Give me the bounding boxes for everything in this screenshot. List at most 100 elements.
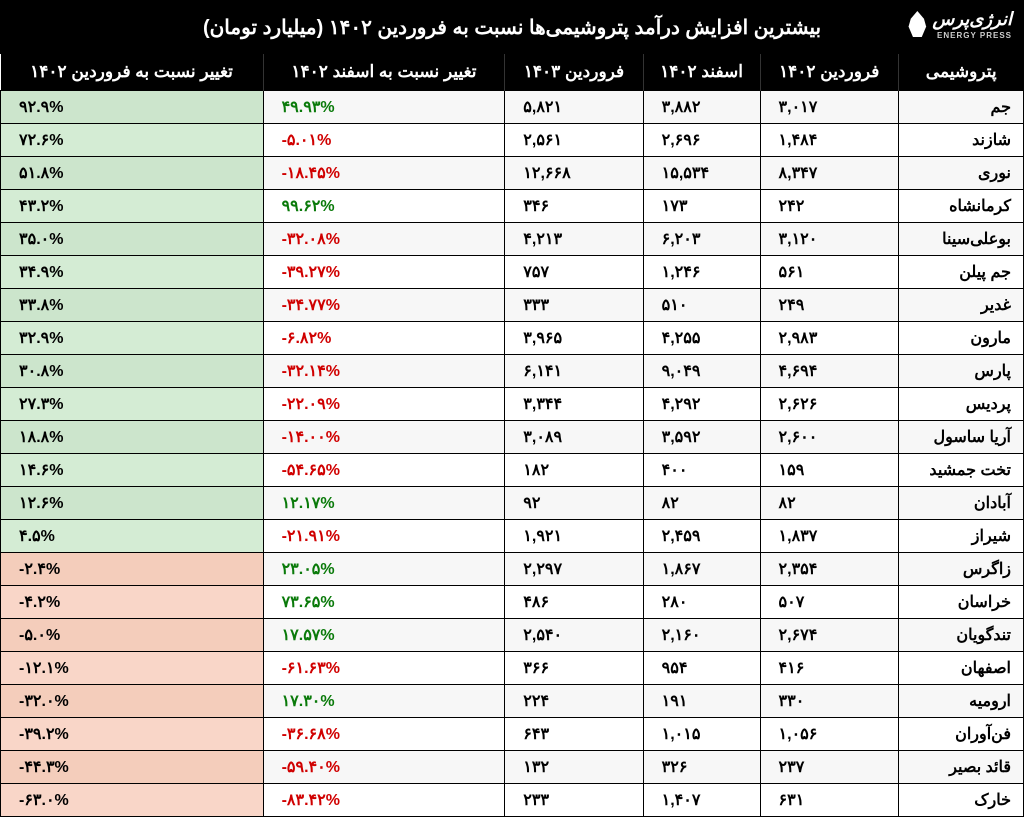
table-row: خراسان۵۰۷۲۸۰۴۸۶۷۳.۶۵%-۴.۲%: [1, 586, 1024, 619]
cell-e1402: ۲۸۰: [643, 586, 760, 619]
cell-f1403: ۱۸۲: [505, 454, 643, 487]
table-row: نوری۸,۳۴۷۱۵,۵۳۴۱۲,۶۶۸-۱۸.۴۵%۵۱.۸%: [1, 157, 1024, 190]
cell-f1403: ۴۸۶: [505, 586, 643, 619]
cell-name: جم: [898, 91, 1023, 124]
cell-name: مارون: [898, 322, 1023, 355]
table-row: شیراز۱,۸۳۷۲,۴۵۹۱,۹۲۱-۲۱.۹۱%۴.۵%: [1, 520, 1024, 553]
table-row: تخت جمشید۱۵۹۴۰۰۱۸۲-۵۴.۶۵%۱۴.۶%: [1, 454, 1024, 487]
cell-f1403: ۳۳۳: [505, 289, 643, 322]
cell-f1402: ۳,۰۱۷: [760, 91, 898, 124]
cell-e1402: ۱۹۱: [643, 685, 760, 718]
cell-f1403: ۶۴۳: [505, 718, 643, 751]
cell-e1402: ۳,۸۸۲: [643, 91, 760, 124]
cell-e1402: ۱,۴۰۷: [643, 784, 760, 817]
cell-mom: -۶۱.۶۳%: [263, 652, 505, 685]
cell-e1402: ۱,۰۱۵: [643, 718, 760, 751]
cell-yoy: -۳۲.۰%: [1, 685, 264, 718]
cell-name: ارومیه: [898, 685, 1023, 718]
cell-mom: ۱۲.۱۷%: [263, 487, 505, 520]
brand-name: انرژی‌پرس: [932, 9, 1012, 29]
table-row: غدیر۲۴۹۵۱۰۳۳۳-۳۴.۷۷%۳۳.۸%: [1, 289, 1024, 322]
col-e1402: اسفند ۱۴۰۲: [643, 54, 760, 91]
cell-f1403: ۲,۲۹۷: [505, 553, 643, 586]
cell-f1403: ۶,۱۴۱: [505, 355, 643, 388]
cell-mom: -۲۲.۰۹%: [263, 388, 505, 421]
cell-f1402: ۴۱۶: [760, 652, 898, 685]
col-yoy: تغییر نسبت به فروردین ۱۴۰۲: [1, 54, 264, 91]
cell-e1402: ۹۵۴: [643, 652, 760, 685]
cell-name: جم پیلن: [898, 256, 1023, 289]
brand-logo: انرژی‌پرس ENERGY PRESS: [902, 8, 1012, 40]
cell-name: نوری: [898, 157, 1023, 190]
cell-name: زاگرس: [898, 553, 1023, 586]
cell-yoy: -۲.۴%: [1, 553, 264, 586]
table-row: کرمانشاه۲۴۲۱۷۳۳۴۶۹۹.۶۲%۴۳.۲%: [1, 190, 1024, 223]
cell-f1402: ۱۵۹: [760, 454, 898, 487]
cell-yoy: ۳۳.۸%: [1, 289, 264, 322]
cell-f1403: ۱۳۲: [505, 751, 643, 784]
cell-f1403: ۳,۰۸۹: [505, 421, 643, 454]
cell-yoy: -۱۲.۱%: [1, 652, 264, 685]
cell-f1402: ۲,۹۸۳: [760, 322, 898, 355]
cell-mom: -۵۴.۶۵%: [263, 454, 505, 487]
cell-yoy: ۳۲.۹%: [1, 322, 264, 355]
cell-f1403: ۲,۵۶۱: [505, 124, 643, 157]
cell-name: شیراز: [898, 520, 1023, 553]
cell-e1402: ۶,۲۰۳: [643, 223, 760, 256]
cell-mom: ۴۹.۹۳%: [263, 91, 505, 124]
cell-mom: -۸۳.۴۲%: [263, 784, 505, 817]
cell-mom: -۵.۰۱%: [263, 124, 505, 157]
table-row: قائد بصیر۲۳۷۳۲۶۱۳۲-۵۹.۴۰%-۴۴.۳%: [1, 751, 1024, 784]
table-row: پارس۴,۶۹۴۹,۰۴۹۶,۱۴۱-۳۲.۱۴%۳۰.۸%: [1, 355, 1024, 388]
table-row: تندگویان۲,۶۷۴۲,۱۶۰۲,۵۴۰۱۷.۵۷%-۵.۰%: [1, 619, 1024, 652]
cell-yoy: ۴.۵%: [1, 520, 264, 553]
brand-sub: ENERGY PRESS: [932, 31, 1012, 40]
cell-yoy: ۳۴.۹%: [1, 256, 264, 289]
cell-f1402: ۱,۰۵۶: [760, 718, 898, 751]
cell-f1402: ۲,۳۵۴: [760, 553, 898, 586]
cell-f1402: ۲,۶۷۴: [760, 619, 898, 652]
table-row: فن‌آوران۱,۰۵۶۱,۰۱۵۶۴۳-۳۶.۶۸%-۳۹.۲%: [1, 718, 1024, 751]
cell-mom: -۱۸.۴۵%: [263, 157, 505, 190]
cell-yoy: ۱۴.۶%: [1, 454, 264, 487]
cell-e1402: ۳,۵۹۲: [643, 421, 760, 454]
cell-f1403: ۳,۹۶۵: [505, 322, 643, 355]
col-name: پتروشیمی: [898, 54, 1023, 91]
cell-e1402: ۲,۶۹۶: [643, 124, 760, 157]
cell-f1402: ۸,۳۴۷: [760, 157, 898, 190]
cell-e1402: ۴۰۰: [643, 454, 760, 487]
cell-f1403: ۲,۵۴۰: [505, 619, 643, 652]
cell-f1403: ۳,۳۴۴: [505, 388, 643, 421]
cell-f1403: ۳۶۶: [505, 652, 643, 685]
cell-name: خارک: [898, 784, 1023, 817]
table-container: بیشترین افزایش درآمد پتروشیمی‌ها نسبت به…: [0, 0, 1024, 817]
cell-f1402: ۲,۶۲۶: [760, 388, 898, 421]
cell-mom: -۵۹.۴۰%: [263, 751, 505, 784]
table-row: خارک۶۳۱۱,۴۰۷۲۳۳-۸۳.۴۲%-۶۳.۰%: [1, 784, 1024, 817]
cell-name: کرمانشاه: [898, 190, 1023, 223]
table-row: ارومیه۳۳۰۱۹۱۲۲۴۱۷.۳۰%-۳۲.۰%: [1, 685, 1024, 718]
cell-f1403: ۷۵۷: [505, 256, 643, 289]
col-f1403: فروردین ۱۴۰۳: [505, 54, 643, 91]
cell-f1402: ۳۳۰: [760, 685, 898, 718]
cell-mom: ۹۹.۶۲%: [263, 190, 505, 223]
cell-name: خراسان: [898, 586, 1023, 619]
cell-e1402: ۳۲۶: [643, 751, 760, 784]
cell-yoy: ۱۸.۸%: [1, 421, 264, 454]
cell-f1402: ۱,۸۳۷: [760, 520, 898, 553]
cell-f1403: ۱۲,۶۶۸: [505, 157, 643, 190]
cell-yoy: ۵۱.۸%: [1, 157, 264, 190]
cell-mom: ۱۷.۵۷%: [263, 619, 505, 652]
cell-f1403: ۱,۹۲۱: [505, 520, 643, 553]
cell-e1402: ۱,۸۶۷: [643, 553, 760, 586]
table-row: مارون۲,۹۸۳۴,۲۵۵۳,۹۶۵-۶.۸۲%۳۲.۹%: [1, 322, 1024, 355]
table-row: بوعلی‌سینا۳,۱۲۰۶,۲۰۳۴,۲۱۳-۳۲.۰۸%۳۵.۰%: [1, 223, 1024, 256]
table-row: آریا ساسول۲,۶۰۰۳,۵۹۲۳,۰۸۹-۱۴.۰۰%۱۸.۸%: [1, 421, 1024, 454]
cell-e1402: ۱,۲۴۶: [643, 256, 760, 289]
cell-name: شازند: [898, 124, 1023, 157]
cell-e1402: ۲,۴۵۹: [643, 520, 760, 553]
cell-mom: -۳۲.۱۴%: [263, 355, 505, 388]
cell-f1402: ۲۳۷: [760, 751, 898, 784]
cell-name: اصفهان: [898, 652, 1023, 685]
table-row: شازند۱,۴۸۴۲,۶۹۶۲,۵۶۱-۵.۰۱%۷۲.۶%: [1, 124, 1024, 157]
